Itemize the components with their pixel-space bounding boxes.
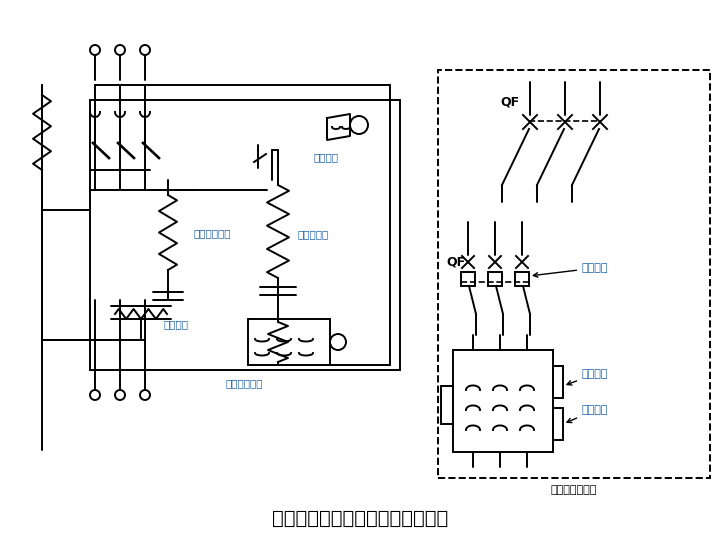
Bar	[488, 272, 502, 286]
Text: 断路器工作原理示意图及图形符号: 断路器工作原理示意图及图形符号	[272, 509, 448, 528]
Bar	[90, 100, 400, 370]
Bar	[461, 272, 475, 286]
Text: 分励脱扣器: 分励脱扣器	[297, 229, 328, 239]
Bar	[553, 408, 563, 440]
Bar	[441, 386, 453, 424]
Text: QF: QF	[500, 96, 519, 109]
Text: 过流保护: 过流保护	[567, 369, 608, 385]
Text: 失电压脱扣器: 失电压脱扣器	[226, 378, 264, 388]
Text: 过电流脱扣器: 过电流脱扣器	[194, 228, 232, 238]
Text: 过流保护: 过流保护	[567, 405, 608, 422]
Text: 热脱扣器: 热脱扣器	[163, 319, 188, 329]
Text: 失压保护: 失压保护	[534, 263, 608, 277]
Bar	[453, 350, 553, 452]
Bar	[553, 366, 563, 398]
Text: QF: QF	[446, 255, 465, 268]
Bar	[248, 319, 330, 365]
Bar	[438, 70, 710, 478]
Text: 断路器图形符号: 断路器图形符号	[551, 485, 597, 495]
Text: 远控恢复: 远控恢复	[313, 152, 338, 162]
Bar	[515, 272, 529, 286]
